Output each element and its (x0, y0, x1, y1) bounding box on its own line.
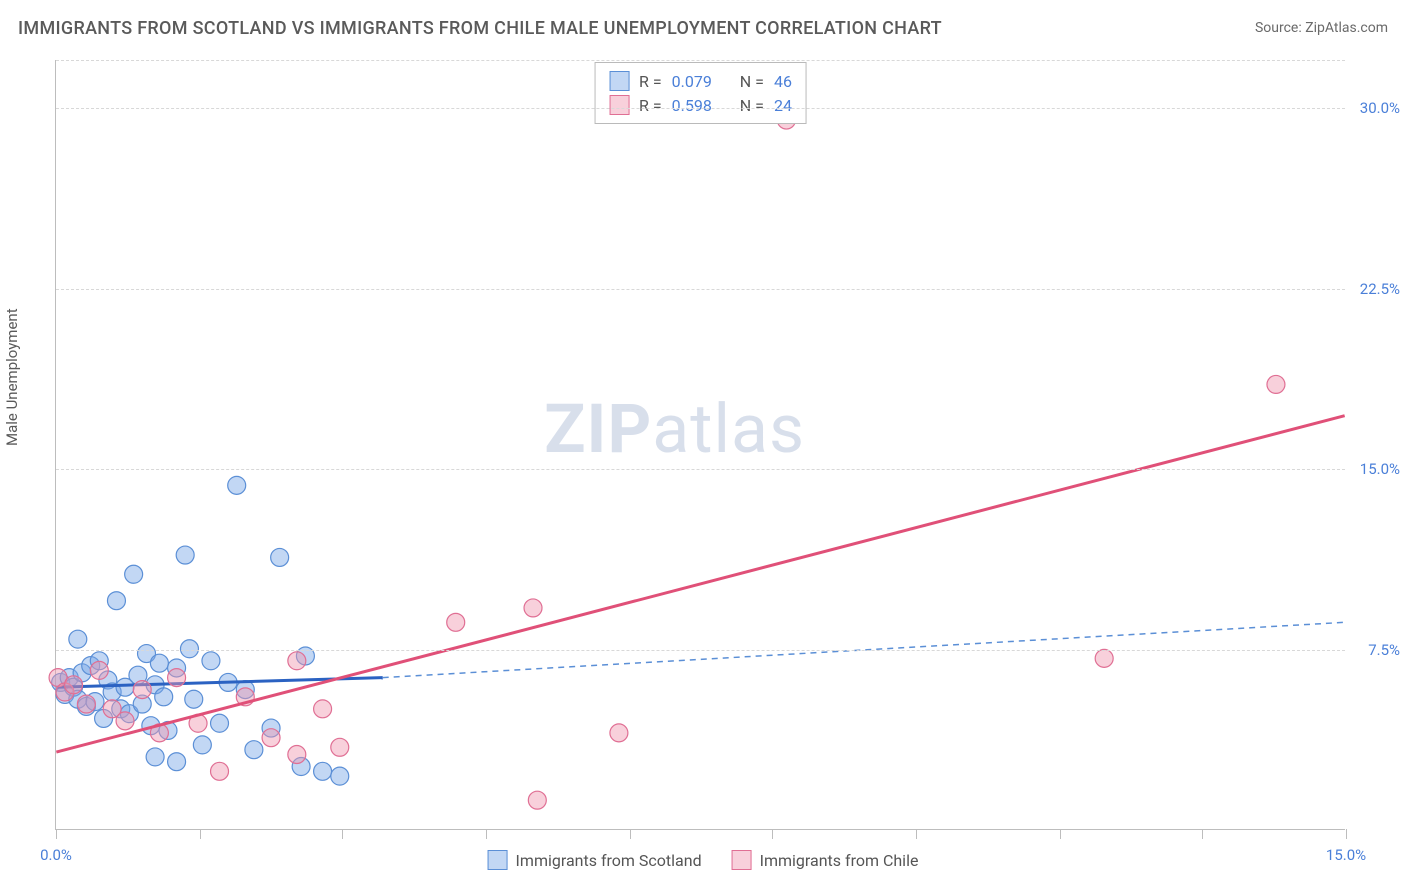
scatter-point (1095, 649, 1113, 667)
y-axis-label: Male Unemployment (3, 308, 21, 446)
source-attribution: Source: ZipAtlas.com (1255, 20, 1388, 36)
r-label: R = (639, 72, 662, 91)
scatter-point (331, 767, 349, 785)
legend-item: Immigrants from Scotland (488, 850, 702, 870)
chart-container: IMMIGRANTS FROM SCOTLAND VS IMMIGRANTS F… (0, 0, 1406, 892)
bottom-legend: Immigrants from Scotland Immigrants from… (488, 850, 919, 870)
x-tick (1202, 829, 1203, 839)
y-tick-label: 7.5% (1368, 641, 1400, 659)
r-value: 0.598 (672, 96, 712, 115)
swatch-icon (609, 71, 629, 91)
x-tick-label: 0.0% (40, 846, 72, 864)
scatter-point (65, 676, 83, 694)
y-tick-label: 22.5% (1360, 280, 1400, 298)
r-label: R = (639, 96, 662, 115)
scatter-point (168, 669, 186, 687)
scatter-point (245, 741, 263, 759)
x-tick (1060, 829, 1061, 839)
scatter-point (146, 748, 164, 766)
scatter-point (90, 661, 108, 679)
plot-area: ZIPatlas R = 0.079 N = 46 R = 0.598 N = … (55, 60, 1345, 830)
y-tick-label: 15.0% (1360, 460, 1400, 478)
scatter-point (107, 592, 125, 610)
scatter-point (176, 546, 194, 564)
scatter-point (211, 714, 229, 732)
y-tick-label: 30.0% (1360, 99, 1400, 117)
gridline (56, 108, 1345, 109)
scatter-point (610, 724, 628, 742)
scatter-point (288, 746, 306, 764)
scatter-point (331, 738, 349, 756)
gridline (56, 650, 1345, 651)
scatter-point (202, 652, 220, 670)
legend-label: Immigrants from Scotland (516, 851, 702, 870)
n-value: 24 (774, 96, 792, 115)
scatter-point (168, 753, 186, 771)
scatter-point (155, 688, 173, 706)
x-tick (916, 829, 917, 839)
scatter-point (150, 654, 168, 672)
scatter-point (133, 681, 151, 699)
scatter-point (116, 712, 134, 730)
x-tick (200, 829, 201, 839)
scatter-point (125, 565, 143, 583)
scatter-point (314, 700, 332, 718)
scatter-point (447, 613, 465, 631)
stats-row: R = 0.079 N = 46 (609, 69, 792, 93)
scatter-point (211, 762, 229, 780)
scatter-point (1267, 375, 1285, 393)
legend-label: Immigrants from Chile (760, 851, 919, 870)
x-tick (342, 829, 343, 839)
swatch-icon (732, 850, 752, 870)
chart-title: IMMIGRANTS FROM SCOTLAND VS IMMIGRANTS F… (18, 18, 942, 39)
x-tick-label: 15.0% (1326, 846, 1366, 864)
scatter-point (228, 476, 246, 494)
scatter-point (77, 695, 95, 713)
scatter-point (314, 762, 332, 780)
x-tick (1346, 829, 1347, 839)
gridline (56, 469, 1345, 470)
scatter-point (271, 548, 289, 566)
n-value: 46 (774, 72, 792, 91)
x-tick (56, 829, 57, 839)
gridline (56, 60, 1345, 61)
x-tick (772, 829, 773, 839)
gridline (56, 289, 1345, 290)
scatter-point (185, 690, 203, 708)
scatter-point (288, 652, 306, 670)
r-value: 0.079 (672, 72, 712, 91)
x-tick (486, 829, 487, 839)
swatch-icon (609, 95, 629, 115)
x-tick (630, 829, 631, 839)
stats-legend: R = 0.079 N = 46 R = 0.598 N = 24 (594, 62, 807, 124)
trend-line (56, 416, 1344, 752)
plot-svg (56, 60, 1345, 829)
legend-item: Immigrants from Chile (732, 850, 919, 870)
scatter-point (262, 729, 280, 747)
scatter-point (69, 630, 87, 648)
scatter-point (193, 736, 211, 754)
scatter-point (524, 599, 542, 617)
swatch-icon (488, 850, 508, 870)
n-label: N = (740, 72, 764, 91)
stats-row: R = 0.598 N = 24 (609, 93, 792, 117)
scatter-point (528, 791, 546, 809)
n-label: N = (740, 96, 764, 115)
